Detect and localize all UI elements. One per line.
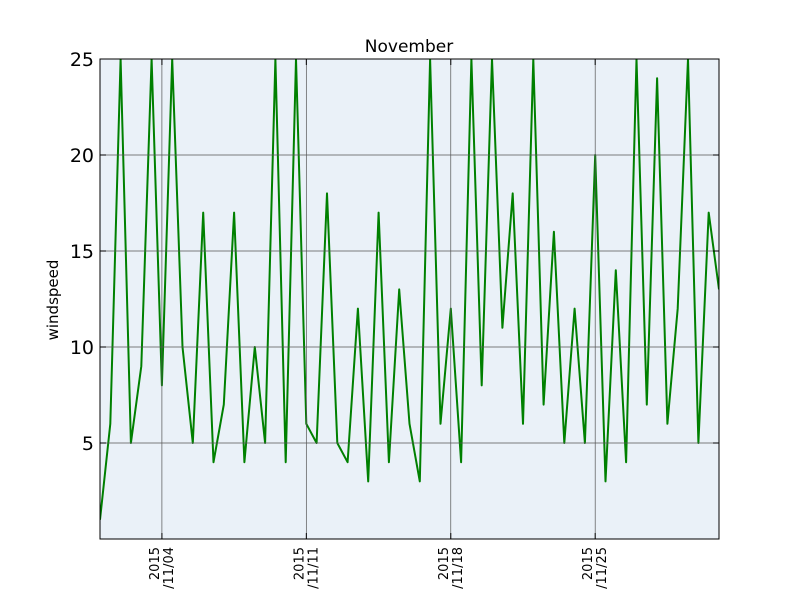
y-tick-label: 5 xyxy=(82,433,94,455)
y-axis-label: windspeed xyxy=(44,260,62,341)
plot-area xyxy=(100,59,719,539)
x-tick-label: 2015/11/04 xyxy=(148,547,177,589)
series-line xyxy=(100,59,719,520)
y-tick-label: 20 xyxy=(70,145,94,167)
y-tick-label: 25 xyxy=(70,49,94,71)
chart-title: November xyxy=(365,37,453,57)
plot-frame xyxy=(99,58,720,540)
x-tick-label: 2015/11/18 xyxy=(437,547,466,589)
y-tick-label: 10 xyxy=(70,337,94,359)
x-tick-label: 2015/11/11 xyxy=(292,547,321,589)
x-tick-label: 2015/11/25 xyxy=(581,547,610,589)
y-tick-label: 15 xyxy=(70,241,94,263)
